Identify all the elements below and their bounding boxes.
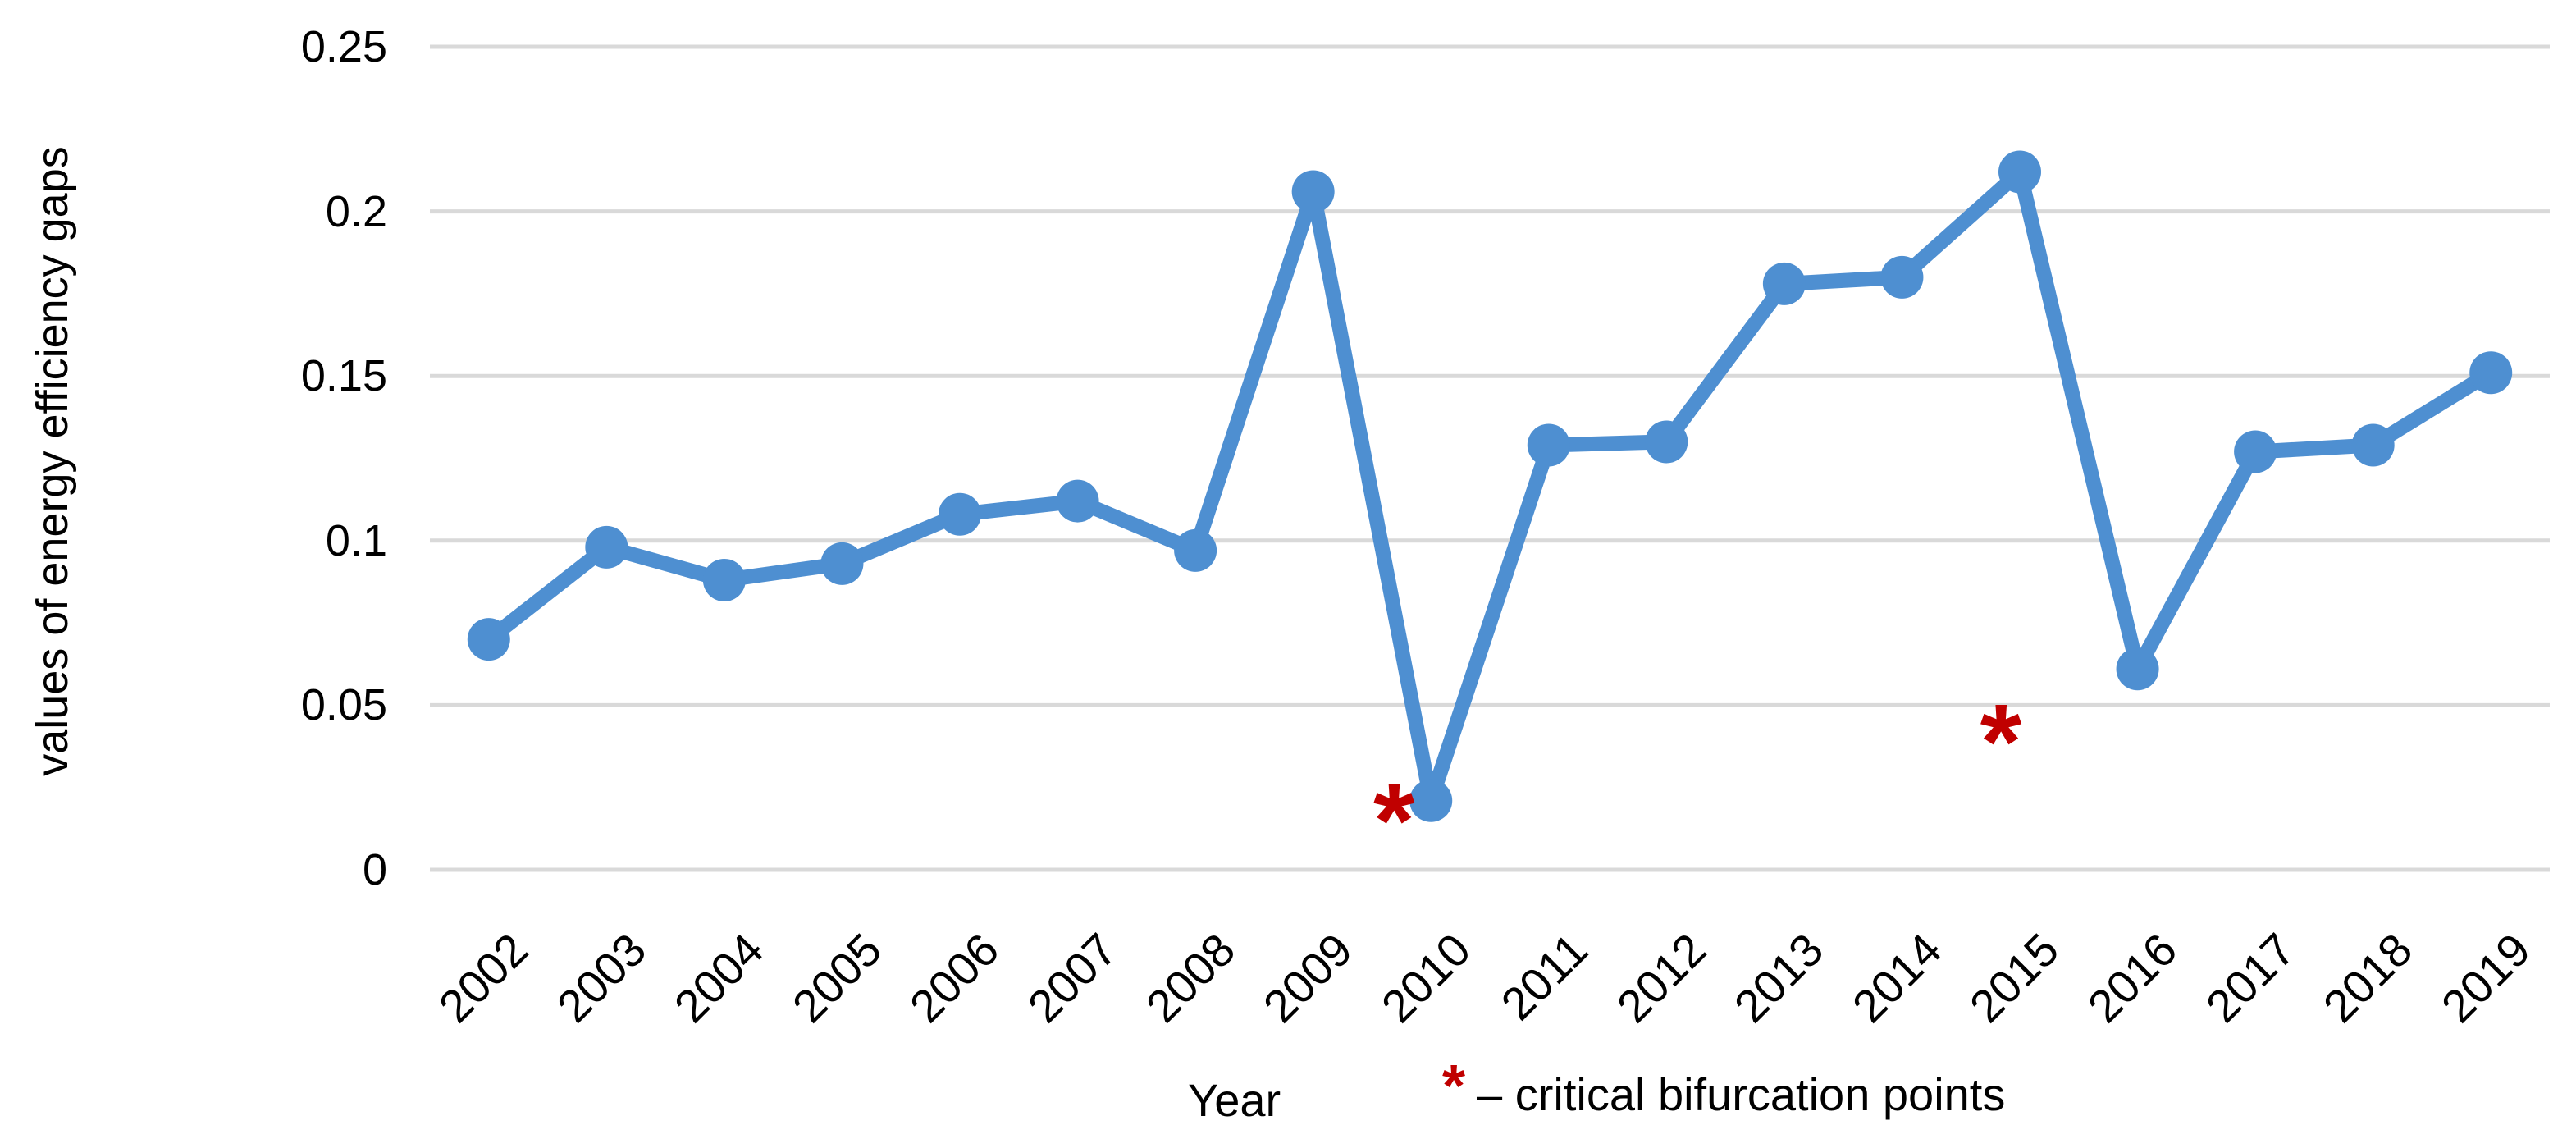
legend-label: – critical bifurcation points [1477, 1068, 2006, 1120]
data-point-2015 [1998, 150, 2041, 194]
legend-asterisk-symbol: * [1442, 1054, 1466, 1119]
y-tick-label-0.2: 0.2 [325, 186, 387, 236]
y-tick-label-0.05: 0.05 [300, 680, 387, 730]
bifurcation-asterisk-2015: * [1980, 681, 2022, 801]
data-point-2016 [2116, 647, 2159, 691]
y-axis-title: values of energy efficiency gaps [28, 146, 77, 776]
data-point-2005 [820, 542, 864, 585]
x-axis-title: Year [1188, 1074, 1281, 1126]
data-point-2002 [467, 618, 510, 661]
data-point-2004 [702, 558, 746, 601]
y-tick-label-0: 0 [362, 845, 387, 894]
data-point-2018 [2351, 423, 2395, 467]
data-point-2014 [1880, 255, 1924, 299]
y-tick-label-0.1: 0.1 [325, 515, 387, 565]
data-point-2009 [1291, 170, 1335, 213]
legend: * – critical bifurcation points [1442, 1057, 2006, 1121]
data-point-2008 [1174, 528, 1217, 572]
data-point-2019 [2469, 351, 2513, 395]
data-point-2013 [1762, 262, 1806, 305]
data-point-2007 [1056, 479, 1099, 523]
data-point-2010 [1409, 779, 1453, 822]
data-point-2006 [939, 492, 981, 536]
data-point-2003 [585, 525, 628, 569]
bifurcation-asterisk-2010: * [1373, 761, 1415, 880]
data-point-2012 [1645, 420, 1688, 464]
y-tick-label-0.25: 0.25 [300, 22, 387, 71]
data-point-2017 [2234, 430, 2277, 473]
data-point-2011 [1527, 423, 1570, 467]
y-tick-label-0.15: 0.15 [300, 351, 387, 401]
